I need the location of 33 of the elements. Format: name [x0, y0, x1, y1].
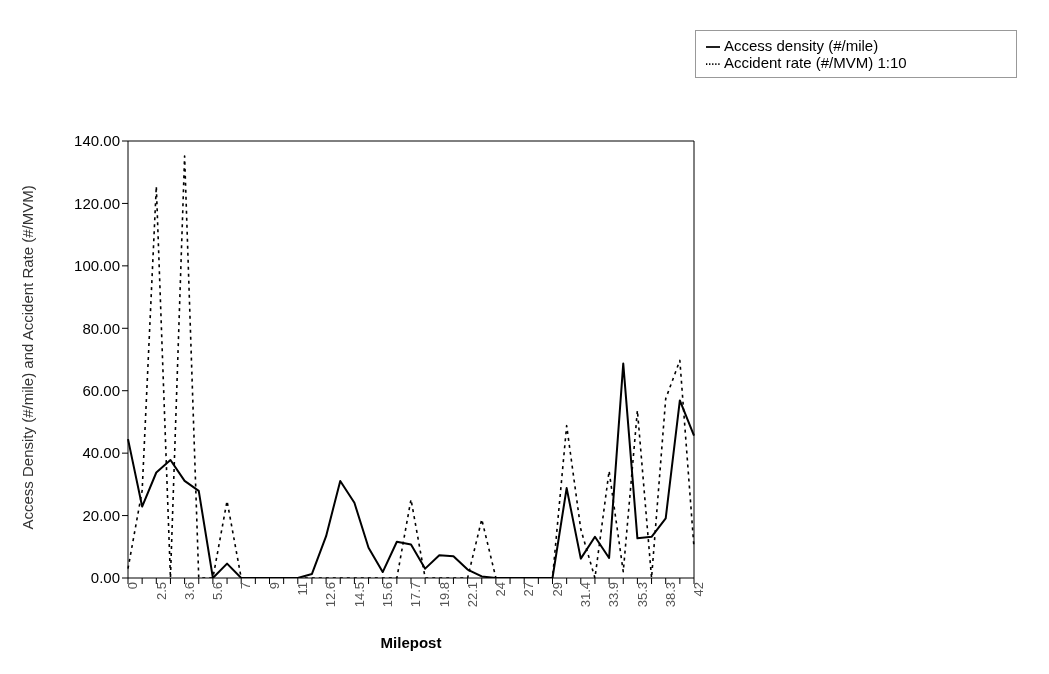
x-tick-label: 31.4 [578, 582, 594, 608]
y-tick-label: 140.00 [74, 132, 120, 150]
x-tick-label: 2.5 [153, 582, 169, 601]
x-tick-label: 3.6 [181, 582, 197, 601]
y-tick-label: 20.00 [82, 506, 120, 524]
x-tick-label: 24 [493, 582, 509, 597]
x-axis-title: Milepost [380, 634, 442, 651]
x-tick-label: 22.1 [464, 582, 480, 608]
x-tick-label: 12.6 [323, 582, 339, 608]
x-tick-label: 7 [238, 582, 254, 590]
legend-label: Accident rate (#/MVM) 1:10 [724, 54, 907, 72]
y-tick-label: 100.00 [74, 257, 120, 275]
x-tick-label: 38.3 [662, 582, 678, 608]
x-tick-label: 11 [295, 582, 311, 596]
y-tick-label: 40.00 [82, 444, 120, 462]
y-tick-label: 0.00 [90, 569, 120, 587]
y-tick-label: 60.00 [82, 382, 120, 400]
x-tick-label: 42 [691, 582, 707, 597]
x-tick-label: 9 [266, 582, 282, 590]
x-tick-label: 17.7 [408, 582, 424, 608]
x-tick-label: 5.6 [210, 582, 226, 601]
x-tick-label: 0 [125, 582, 141, 590]
x-tick-label: 29 [549, 582, 565, 597]
legend-label: Access density (#/mile) [724, 37, 879, 54]
y-tick-label: 120.00 [74, 194, 120, 212]
x-tick-label: 19.8 [436, 582, 452, 608]
x-tick-label: 33.9 [606, 582, 622, 608]
y-axis-title: Access Density (#/mile) and Accident Rate (#/MVM) [19, 185, 37, 530]
x-tick-label: 35.3 [634, 582, 650, 608]
x-tick-label: 14.5 [351, 582, 367, 608]
x-tick-label: 15.6 [379, 582, 395, 608]
y-tick-label: 80.00 [82, 319, 120, 337]
x-tick-label: 27 [521, 582, 537, 597]
